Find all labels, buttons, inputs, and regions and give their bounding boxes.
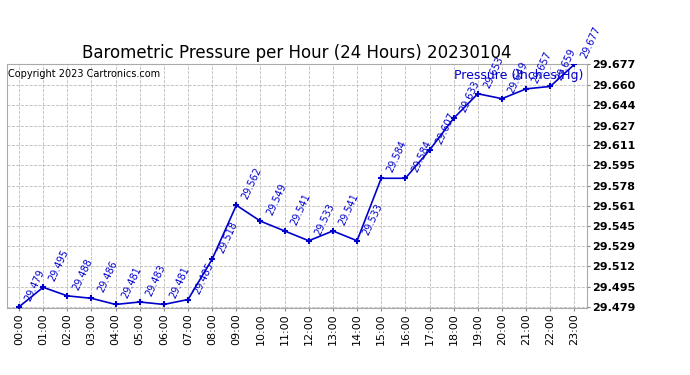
Text: 29.649: 29.649 — [506, 60, 529, 94]
Text: 29.562: 29.562 — [241, 166, 264, 201]
Text: 29.479: 29.479 — [23, 268, 46, 303]
Text: 29.533: 29.533 — [362, 202, 384, 237]
Text: 29.653: 29.653 — [482, 55, 505, 90]
Text: Pressure (Inches/Hg): Pressure (Inches/Hg) — [454, 69, 584, 82]
Text: 29.486: 29.486 — [96, 260, 119, 294]
Text: 29.541: 29.541 — [289, 192, 312, 227]
Text: 29.485: 29.485 — [193, 261, 215, 296]
Text: 29.481: 29.481 — [120, 266, 143, 300]
Text: 29.495: 29.495 — [48, 248, 70, 283]
Text: 29.533: 29.533 — [313, 202, 336, 237]
Text: Copyright 2023 Cartronics.com: Copyright 2023 Cartronics.com — [8, 69, 160, 79]
Text: 29.633: 29.633 — [458, 79, 481, 114]
Title: Barometric Pressure per Hour (24 Hours) 20230104: Barometric Pressure per Hour (24 Hours) … — [82, 44, 511, 62]
Text: 29.481: 29.481 — [168, 266, 191, 300]
Text: 29.549: 29.549 — [265, 182, 288, 217]
Text: 29.584: 29.584 — [386, 139, 408, 174]
Text: 29.657: 29.657 — [531, 50, 553, 85]
Text: 29.607: 29.607 — [434, 111, 457, 146]
Text: 29.541: 29.541 — [337, 192, 360, 227]
Text: 29.659: 29.659 — [555, 47, 578, 82]
Text: 29.518: 29.518 — [217, 220, 239, 255]
Text: 29.584: 29.584 — [410, 139, 433, 174]
Text: 29.483: 29.483 — [144, 263, 167, 298]
Text: 29.677: 29.677 — [579, 25, 602, 60]
Text: 29.488: 29.488 — [72, 257, 95, 292]
